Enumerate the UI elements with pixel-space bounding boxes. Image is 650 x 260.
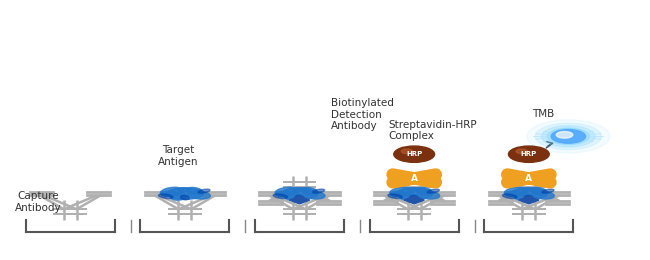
Ellipse shape [390, 187, 413, 196]
Circle shape [547, 128, 590, 145]
Ellipse shape [391, 191, 406, 196]
Circle shape [541, 126, 595, 147]
Text: A: A [525, 174, 532, 183]
Circle shape [551, 129, 586, 143]
Ellipse shape [514, 192, 530, 200]
Ellipse shape [530, 187, 547, 194]
Ellipse shape [159, 194, 173, 199]
Ellipse shape [510, 188, 547, 199]
Text: Target
Antigen: Target Antigen [158, 145, 199, 167]
Ellipse shape [181, 195, 189, 200]
Text: Capture
Antibody: Capture Antibody [15, 191, 62, 213]
Circle shape [535, 123, 601, 150]
Polygon shape [519, 196, 539, 204]
Polygon shape [404, 196, 424, 204]
Text: Streptavidin-HRP
Complex: Streptavidin-HRP Complex [389, 120, 477, 141]
Ellipse shape [186, 187, 203, 194]
Ellipse shape [415, 187, 432, 194]
Circle shape [408, 176, 421, 181]
Ellipse shape [313, 189, 325, 193]
Ellipse shape [161, 187, 184, 196]
Ellipse shape [505, 191, 521, 196]
Text: TMB: TMB [532, 108, 554, 119]
Ellipse shape [166, 188, 203, 199]
Circle shape [401, 149, 413, 154]
Ellipse shape [396, 188, 433, 199]
Ellipse shape [410, 195, 419, 200]
Ellipse shape [427, 189, 439, 193]
Text: HRP: HRP [521, 151, 537, 157]
Ellipse shape [273, 194, 288, 199]
Ellipse shape [293, 188, 306, 192]
Ellipse shape [179, 188, 191, 192]
Ellipse shape [388, 194, 402, 199]
Text: A: A [411, 174, 418, 183]
Ellipse shape [525, 195, 533, 200]
Circle shape [516, 149, 527, 154]
Ellipse shape [542, 189, 554, 193]
Ellipse shape [523, 188, 535, 192]
Ellipse shape [504, 187, 528, 196]
Ellipse shape [408, 188, 421, 192]
Ellipse shape [417, 191, 439, 199]
Circle shape [394, 146, 435, 162]
Ellipse shape [295, 195, 304, 200]
Ellipse shape [281, 188, 318, 199]
Ellipse shape [187, 191, 211, 199]
Ellipse shape [400, 192, 416, 200]
Ellipse shape [276, 191, 291, 196]
Text: Biotinylated
Detection
Antibody: Biotinylated Detection Antibody [332, 98, 395, 131]
Text: HRP: HRP [406, 151, 422, 157]
Ellipse shape [502, 194, 517, 199]
Ellipse shape [161, 191, 177, 196]
Ellipse shape [301, 187, 317, 194]
Ellipse shape [285, 192, 302, 200]
Ellipse shape [302, 191, 325, 199]
Ellipse shape [275, 187, 298, 196]
Circle shape [556, 132, 573, 138]
Polygon shape [289, 196, 309, 204]
Ellipse shape [532, 191, 554, 199]
Circle shape [523, 176, 535, 181]
Circle shape [527, 120, 610, 153]
Circle shape [508, 146, 549, 162]
Ellipse shape [198, 189, 210, 193]
Ellipse shape [170, 192, 187, 200]
